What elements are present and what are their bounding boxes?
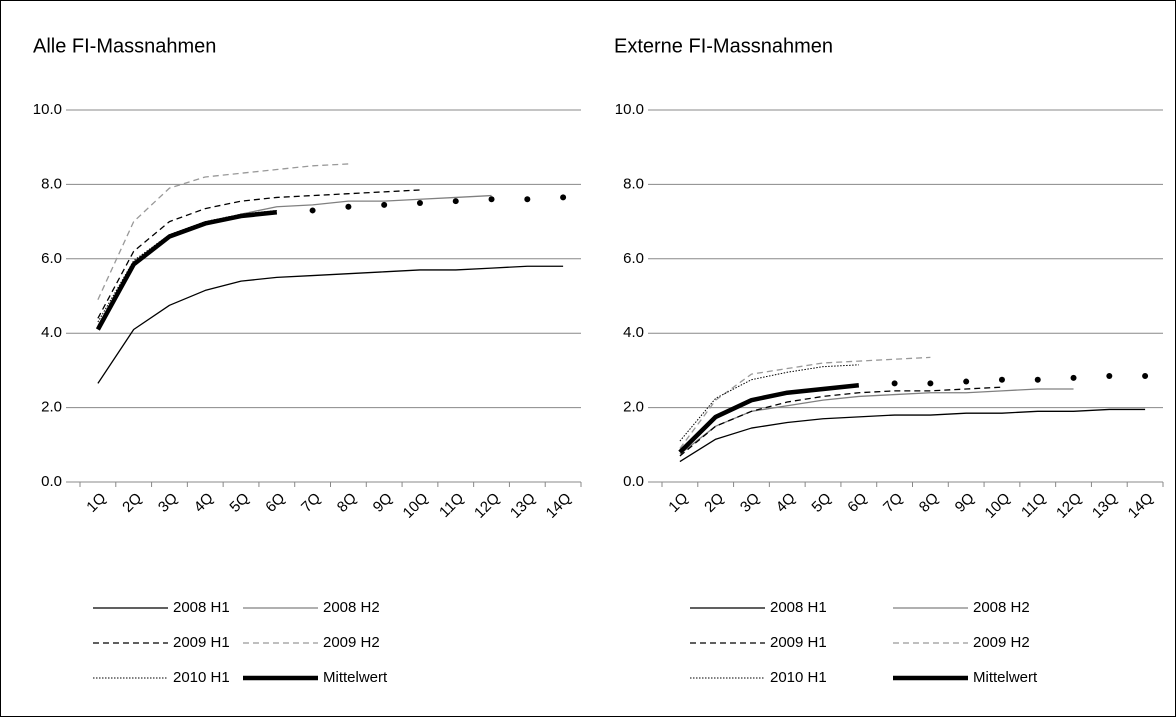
- chart-title: Alle FI-Massnahmen: [33, 35, 216, 57]
- x-tick-label: 5Q: [808, 490, 834, 516]
- x-tick-label: 10Q: [400, 490, 432, 522]
- y-tick-label: 0.0: [623, 473, 644, 490]
- x-tick-label: 11Q: [436, 490, 467, 521]
- series-line: [97, 209, 277, 323]
- x-tick-label: 6Q: [262, 490, 288, 516]
- legend-label: 2010 H1: [173, 669, 230, 686]
- x-tick-label: 1Q: [83, 490, 109, 516]
- legend-label: Mittelwert: [323, 669, 388, 686]
- series-line: [679, 356, 931, 449]
- series-line: [95, 210, 278, 331]
- legend-label: 2008 H1: [770, 599, 827, 616]
- chart-title: Externe FI-Massnahmen: [614, 35, 833, 57]
- series-line: [679, 364, 859, 442]
- legend-label: 2010 H1: [770, 669, 827, 686]
- series-line: [97, 189, 420, 319]
- series-line: [678, 383, 860, 454]
- y-tick-label: 4.0: [623, 324, 644, 341]
- x-tick-label: 13Q: [1089, 490, 1121, 522]
- x-tick-label: 9Q: [370, 490, 396, 516]
- legend-label: 2008 H2: [323, 599, 380, 616]
- series-line: [679, 388, 1074, 455]
- data-point: [309, 207, 316, 214]
- y-tick-label: 4.0: [41, 324, 62, 341]
- legend-label: 2008 H1: [173, 599, 230, 616]
- y-tick-label: 10.0: [615, 101, 644, 118]
- series-line: [97, 265, 564, 384]
- legend-label: 2009 H2: [973, 634, 1030, 651]
- series-line: [679, 408, 1146, 463]
- y-tick-label: 2.0: [623, 399, 644, 416]
- data-point: [927, 380, 934, 387]
- data-point: [1070, 374, 1077, 381]
- y-tick-label: 8.0: [623, 175, 644, 192]
- x-tick-label: 4Q: [191, 490, 217, 516]
- x-tick-label: 9Q: [952, 490, 978, 516]
- y-tick-label: 0.0: [41, 473, 62, 490]
- data-point: [524, 196, 531, 203]
- data-point: [998, 376, 1005, 383]
- x-tick-label: 6Q: [844, 490, 870, 516]
- data-point: [1034, 376, 1041, 383]
- data-point: [963, 378, 970, 385]
- x-tick-label: 7Q: [880, 490, 906, 516]
- x-tick-label: 5Q: [226, 490, 252, 516]
- x-tick-label: 8Q: [334, 490, 360, 516]
- data-point: [1142, 372, 1149, 379]
- legend-label: Mittelwert: [973, 669, 1038, 686]
- data-point: [381, 201, 388, 208]
- series-line: [679, 386, 1002, 457]
- y-tick-label: 6.0: [623, 250, 644, 267]
- x-tick-label: 3Q: [155, 490, 181, 516]
- x-tick-label: 12Q: [471, 490, 503, 522]
- data-point: [345, 203, 352, 210]
- series-line: [97, 194, 492, 327]
- x-tick-label: 10Q: [982, 490, 1014, 522]
- series-line: [97, 163, 349, 300]
- legend-label: 2009 H1: [173, 634, 230, 651]
- data-point: [891, 380, 898, 387]
- x-tick-label: 7Q: [298, 490, 324, 516]
- x-tick-label: 2Q: [119, 490, 145, 516]
- x-tick-label: 12Q: [1053, 490, 1085, 522]
- x-tick-label: 14Q: [1125, 490, 1157, 522]
- y-tick-label: 2.0: [41, 399, 62, 416]
- y-tick-label: 6.0: [41, 250, 62, 267]
- x-tick-label: 14Q: [543, 490, 575, 522]
- x-tick-label: 3Q: [737, 490, 763, 516]
- data-point: [1106, 372, 1113, 379]
- legend-label: 2009 H2: [323, 634, 380, 651]
- data-point: [416, 200, 423, 206]
- x-tick-label: 2Q: [701, 490, 727, 516]
- x-tick-label: 13Q: [507, 490, 539, 522]
- data-point: [560, 194, 567, 201]
- data-point: [488, 196, 495, 203]
- y-tick-label: 8.0: [41, 175, 62, 192]
- legend-label: 2009 H1: [770, 634, 827, 651]
- data-point: [452, 198, 459, 205]
- x-tick-label: 8Q: [916, 490, 942, 516]
- x-tick-label: 4Q: [773, 490, 799, 516]
- x-tick-label: 1Q: [665, 490, 691, 516]
- legend-label: 2008 H2: [973, 599, 1030, 616]
- x-tick-label: 11Q: [1018, 490, 1049, 521]
- y-tick-label: 10.0: [33, 101, 62, 118]
